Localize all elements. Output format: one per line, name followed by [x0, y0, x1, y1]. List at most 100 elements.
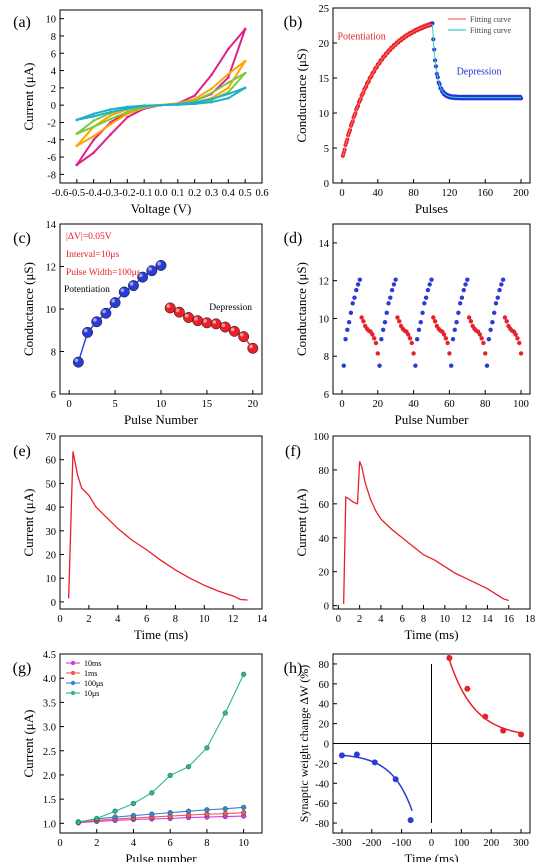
y-tick-label: 60 [319, 680, 330, 691]
potentiation-point [490, 320, 495, 325]
potentiation-point [389, 287, 395, 293]
panel-c: 0 5 10 15 20 6 8 10 12 14 Pulse Number Conductance … [13, 220, 263, 427]
legend-label: Fitting curve [470, 26, 512, 35]
y-tick-label: 30 [46, 527, 57, 538]
y-tick-label: -4 [47, 136, 56, 147]
series-point [130, 800, 137, 807]
legend-marker [70, 670, 76, 676]
y-tick-label: 3.0 [43, 723, 56, 734]
x-axis-label: Voltage (V) [131, 201, 192, 216]
x-tick-label: -0.2 [119, 188, 136, 199]
potentiation-point-highlight [83, 328, 88, 333]
x-tick-label: 100 [453, 838, 469, 849]
potentiation-point [488, 327, 493, 332]
depression-point [201, 317, 213, 329]
x-tick-label: -0.6 [52, 188, 69, 199]
series-point [112, 808, 118, 814]
potentiation-point-highlight [111, 298, 116, 303]
panel-e: 0 2 4 6 8 10 12 14 0 10 20 30 40 50 60 70 Time (ms) Curre… [13, 432, 268, 642]
condition-note: Interval=10μs [66, 250, 119, 260]
y-tick-label: -40 [315, 779, 329, 790]
y-tick-label: 60 [319, 500, 330, 511]
stdp-point [446, 654, 453, 661]
stdp-fit-curve-0 [447, 655, 522, 734]
depression-point [468, 319, 474, 324]
panel-f: 0 2 4 6 8 10 12 14 16 18 0 20 40 60 80 100 Time (ms) Curr… [285, 432, 535, 642]
iv-point [210, 87, 213, 91]
depression-point [466, 315, 472, 320]
potentiation-point [449, 363, 454, 368]
panel-label: (d) [284, 230, 303, 247]
panel-a: -0.6 -0.5 -0.4 -0.3 -0.2 -0.1 0.0 0.1 0.2 0.3 0.4 0… [13, 9, 269, 216]
depression-point-highlight [240, 332, 244, 337]
y-tick-label: 25 [319, 4, 330, 15]
stdp-point [464, 685, 471, 692]
y-tick-label: 4.5 [43, 650, 56, 661]
series-point [130, 812, 137, 819]
y-tick-label: 40 [46, 503, 57, 514]
depression-point [515, 336, 520, 341]
x-tick-label: 8 [173, 614, 178, 625]
y-tick-label: 20 [319, 720, 330, 731]
depression-point [431, 315, 436, 320]
x-tick-label: 0 [429, 838, 434, 849]
series-point [75, 819, 81, 825]
potentiation-point-highlight [102, 309, 106, 314]
x-tick-label: 8 [421, 614, 426, 625]
y-tick-label: 50 [46, 479, 57, 490]
iv-point [92, 115, 95, 118]
depression-point-highlight [203, 319, 207, 323]
potentiation-point [91, 316, 103, 328]
x-tick-label: 14 [257, 614, 268, 625]
depression-point [219, 321, 231, 333]
depression-fit-curve [431, 24, 522, 99]
iv-point [210, 97, 213, 101]
potentiation-point-highlight [120, 288, 125, 292]
depression-point [406, 332, 411, 337]
depression-point [443, 336, 449, 341]
x-tick-label: 4 [131, 838, 137, 849]
y-tick-label: -60 [315, 799, 329, 810]
iv-point [243, 59, 247, 63]
y-tick-label: 40 [319, 700, 330, 711]
annotation-1: Depression [457, 67, 502, 78]
y-tick-label: 40 [319, 534, 330, 545]
iv-point [227, 86, 230, 90]
panel-label: (f) [285, 443, 301, 460]
stdp-point [500, 727, 507, 734]
y-axis-label: Conductance (μS) [294, 49, 309, 143]
panel-d: 0 20 40 60 80 100 6 8 10 12 14 Pulse Number Conducta… [284, 223, 531, 427]
legend-label: 100μs [84, 679, 103, 688]
plot-frame [332, 435, 531, 610]
depression-point-highlight [166, 304, 171, 308]
series-point [94, 815, 100, 822]
iv-point [227, 96, 230, 100]
depression-point [504, 319, 509, 324]
depression-point-highlight [212, 320, 217, 324]
potentiation-point [118, 286, 130, 298]
iv-point [109, 133, 112, 136]
series-point [167, 810, 173, 816]
y-tick-label: 8 [324, 352, 329, 363]
potentiation-point [109, 297, 121, 309]
iv-point [92, 134, 95, 138]
iv-point [126, 107, 129, 110]
potentiation-fit-curve [342, 23, 432, 157]
y-tick-label: 10 [46, 15, 57, 26]
y-tick-label: 15 [319, 74, 330, 85]
potentiation-point [454, 320, 459, 325]
y-tick-label: 14 [319, 239, 330, 250]
depression-point-highlight [175, 308, 180, 313]
iv-point [109, 114, 112, 117]
x-tick-label: 8 [204, 838, 209, 849]
depression-point [445, 340, 450, 346]
iv-point [142, 104, 146, 108]
x-tick-label: 0 [57, 838, 62, 849]
y-tick-label: 2.0 [43, 771, 56, 782]
x-tick-label: 14 [482, 614, 493, 625]
potentiation-point [352, 295, 357, 300]
iv-point [227, 72, 230, 76]
series-point [204, 811, 210, 817]
iv-point [227, 47, 230, 51]
